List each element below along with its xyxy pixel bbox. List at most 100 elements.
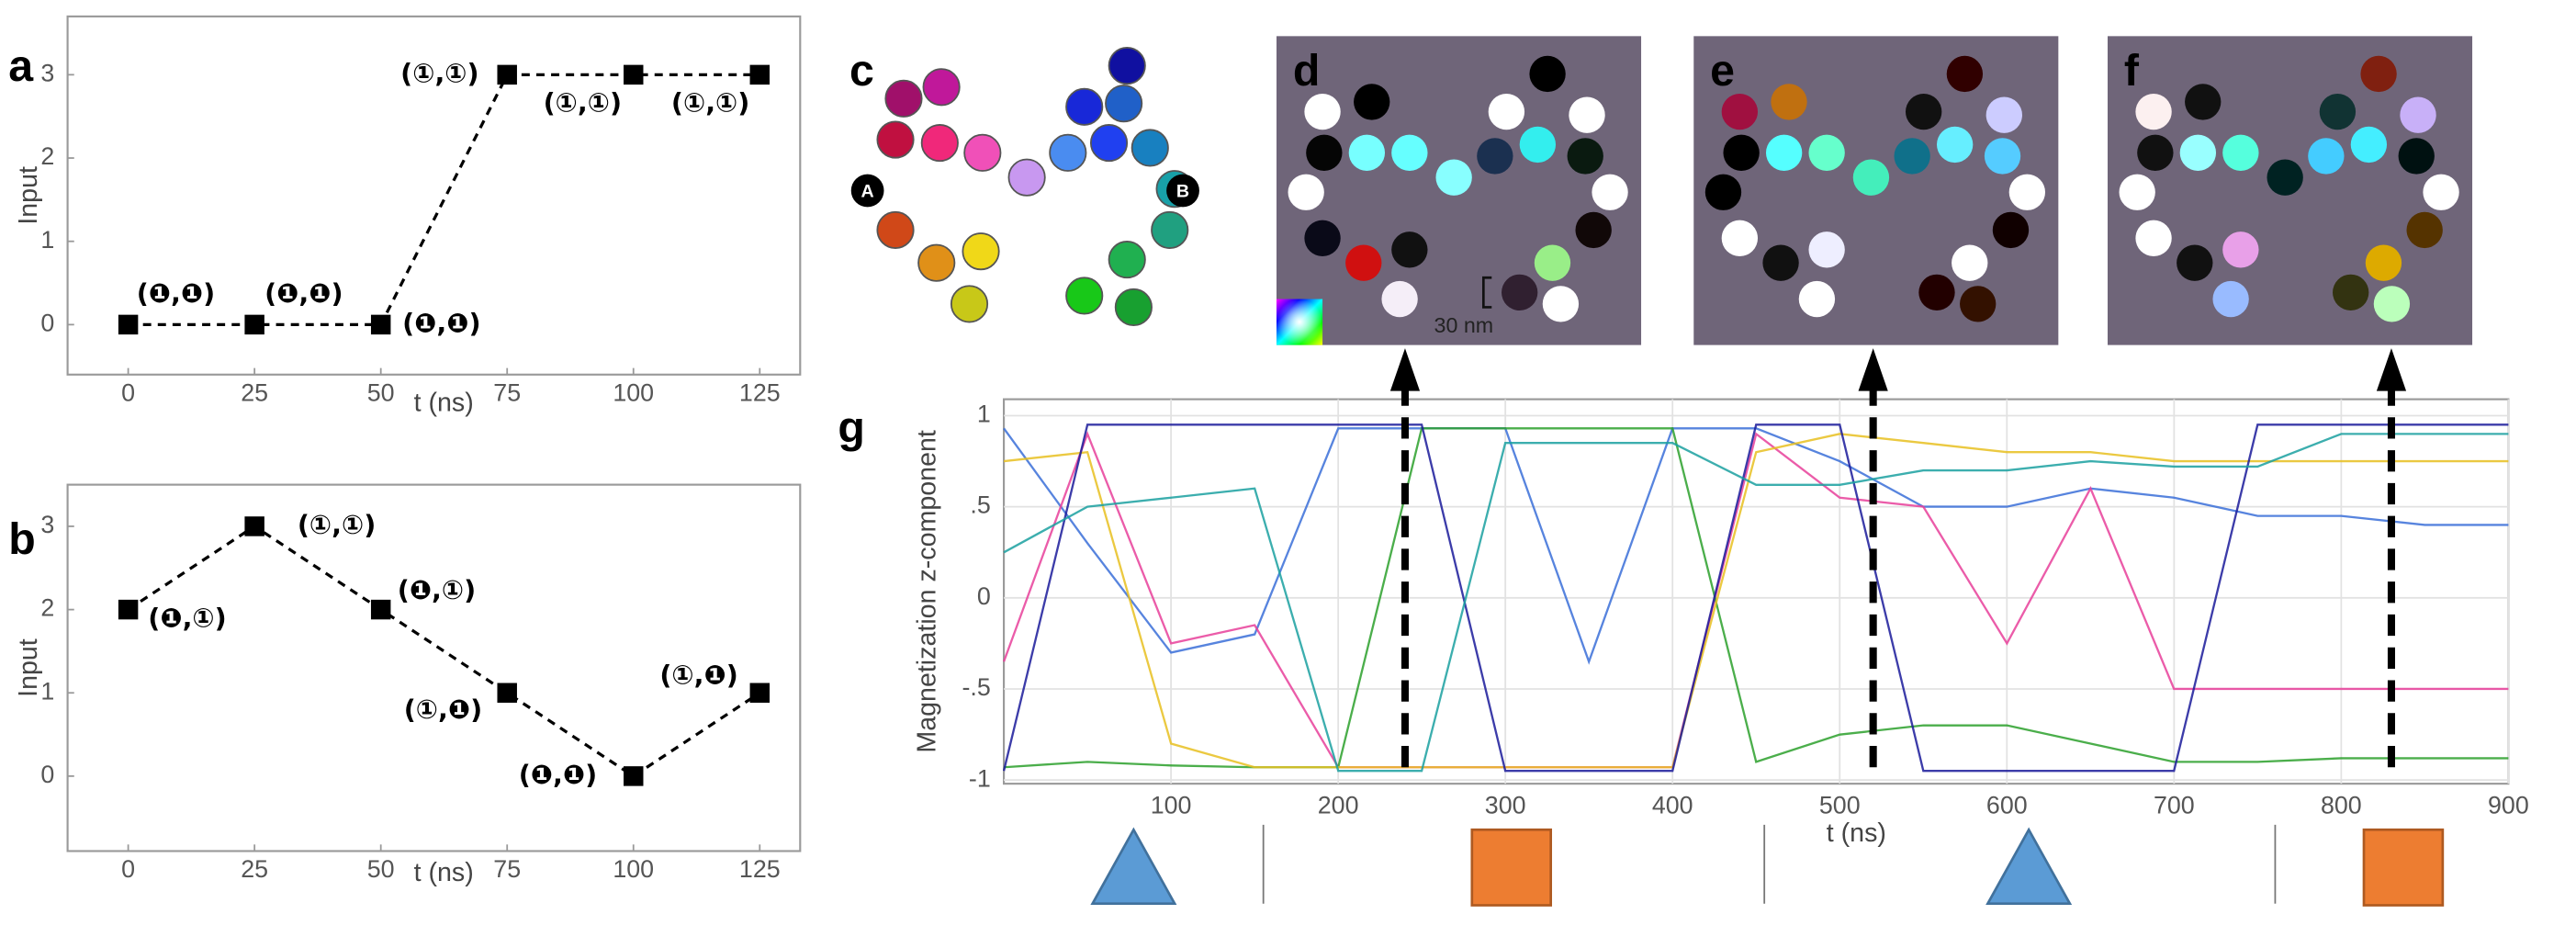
x-tick-label: 75 [493,855,521,883]
magnet [1894,138,1930,175]
node [1108,46,1146,85]
y-axis-label: Input [14,638,43,697]
y-tick-label: 2 [40,142,54,170]
magnet [2135,93,2172,130]
trace [1003,433,2509,769]
plot-frame [1003,398,2510,785]
panel-letter: g [838,402,865,452]
magnet [1918,274,1955,311]
magnet [1569,96,1605,133]
io-label: B [1176,181,1189,201]
magnet [2373,286,2411,322]
point-label: (①,①) [298,509,376,540]
magnet [2406,211,2443,249]
magnet [1304,93,1341,130]
magnet [1771,84,1807,120]
y-tick-label: 0 [40,761,54,788]
magnet [2222,134,2259,172]
magnet [1391,134,1428,172]
color-wheel-center [1276,299,1323,345]
magnet [1529,55,1566,93]
node [1065,87,1104,126]
x-tick-label: 50 [367,855,395,883]
node [963,133,1002,172]
magnet [1852,159,1890,196]
x-tick-label: 50 [367,378,395,406]
point-label: (①,❶) [404,694,482,725]
panel-letter: c [849,46,874,96]
magnet [1502,274,1538,311]
data-point [118,314,139,335]
point-label: (❶,❶) [519,759,597,790]
y-tick-label: 3 [40,59,54,86]
panel-letter: b [8,514,36,564]
data-point [624,64,644,85]
x-axis-label: t (ns) [414,389,474,418]
magnet [1575,211,1612,249]
y-tick-label: .5 [970,491,990,519]
io-node [1166,174,1199,208]
arrow-head [2376,348,2407,391]
node [1114,288,1153,327]
trace [1002,423,2509,773]
panel-d: d 30 nm [1276,36,1642,345]
square-input [1470,828,1553,907]
y-tick-label: 1 [977,401,991,428]
point-label: (❶,❶) [137,277,215,309]
magnet [1723,134,1760,172]
node [1007,158,1046,197]
magnet [1477,138,1513,175]
point-label: (❶,❶) [264,277,343,309]
node [1108,241,1146,279]
point-label: (❶,①) [398,574,476,605]
y-tick-label: 1 [40,677,54,705]
chart-a: a 0 1 2 3 0 25 50 75 100 125 t (ns) Input (❶,❶) (❶,❶) (… [8,15,802,418]
node [1089,124,1129,163]
magnet [2179,134,2217,172]
input-glyphs [1090,824,2445,907]
magnet [1348,134,1386,172]
magnet [2185,84,2222,120]
magnet [1381,280,1418,318]
node [917,243,956,282]
x-tick-label: 125 [739,855,781,883]
x-tick-label: 700 [2154,791,2195,818]
panel-letter: f [2124,46,2140,96]
y-tick-label: -1 [969,764,991,792]
magnet [1391,231,1428,268]
data-point [244,516,264,536]
magnet [1765,134,1803,172]
magnet [1435,159,1472,196]
node [876,120,915,159]
triangle-input [1985,827,2073,906]
magnet [2177,244,2213,281]
panel-letter: d [1293,46,1321,96]
point-label: (❶,❶) [402,307,480,338]
plot-frame [66,483,802,852]
arrow-head [1858,348,1888,391]
magnet [1704,174,1742,210]
magnet [1762,244,1799,281]
x-axis-label: t (ns) [414,858,474,887]
magnet [2308,138,2345,175]
trace [1003,433,2509,773]
magnet [1721,220,1759,257]
data-line [127,524,761,778]
magnet [1798,280,1836,318]
data-line [128,73,760,327]
triangle-input [1090,827,1177,906]
y-tick-label: 3 [40,511,54,538]
y-tick-label: 2 [40,594,54,622]
point-label: (①,①) [671,87,749,118]
node [1131,129,1169,167]
panel-e: e [1693,36,2059,345]
node [962,232,1000,271]
data-point [624,766,644,786]
x-tick-label: 500 [1819,791,1861,818]
magnet [1534,244,1571,281]
arrow-head [1389,348,1421,391]
io-label: A [861,181,874,201]
magnet [2212,280,2249,318]
